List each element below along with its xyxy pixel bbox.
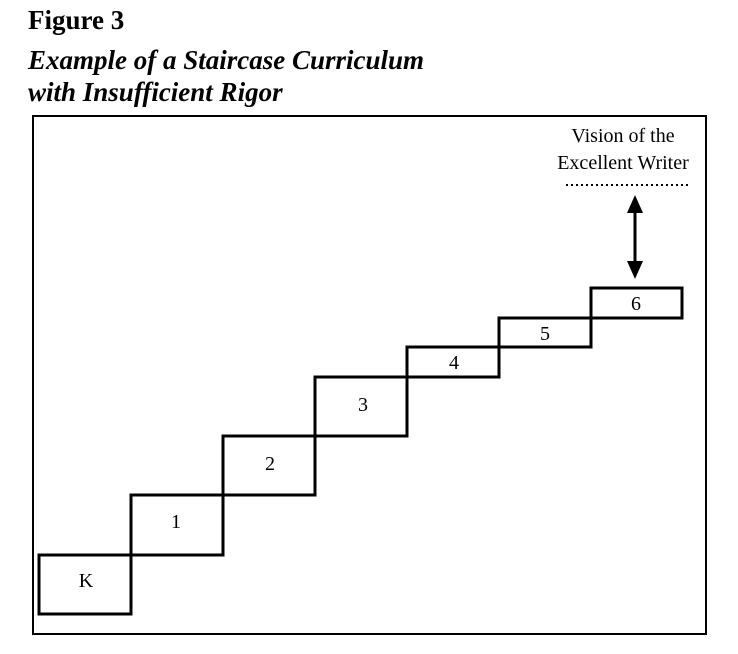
step-6 (589, 286, 684, 320)
vision-label-line-1: Vision of the (571, 125, 674, 147)
figure-label: Figure 3 (28, 5, 125, 35)
figure-title: Example of a Staircase Curriculum with I… (28, 44, 424, 108)
step-4 (405, 345, 501, 379)
step-1 (129, 493, 225, 557)
figure-title-line-1: Example of a Staircase Curriculum (28, 45, 425, 75)
diagram-frame (32, 115, 707, 635)
step-2 (221, 434, 317, 497)
step-label-k: K (79, 570, 94, 592)
step-k (37, 553, 133, 616)
figure-title-line-2: with Insufficient Rigor (28, 77, 283, 107)
gap-double-arrow-icon (627, 195, 643, 279)
step-label-2: 2 (265, 453, 275, 475)
step-label-5: 5 (540, 323, 550, 345)
step-3 (313, 375, 409, 438)
step-label-3: 3 (358, 394, 368, 416)
step-label-6: 6 (631, 293, 641, 315)
step-5 (497, 316, 593, 349)
step-label-4: 4 (449, 352, 459, 374)
step-label-1: 1 (171, 511, 181, 533)
vision-label-line-2: Excellent Writer (557, 152, 689, 174)
